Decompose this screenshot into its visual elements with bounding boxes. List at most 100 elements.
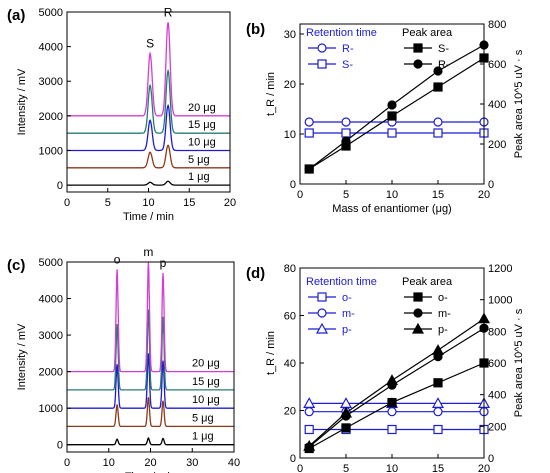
legend-entry: m-: [438, 308, 451, 320]
x-tick-label: 5: [343, 189, 349, 201]
y-tick-label-left: 0: [290, 453, 296, 465]
y-tick-label-right: 0: [488, 179, 494, 191]
y-tick-label-left: 20: [284, 406, 296, 418]
y-tick-label: 1000: [39, 403, 63, 415]
x-tick-label: 10: [103, 457, 115, 469]
data-point: [304, 164, 314, 174]
trace-1: [67, 397, 234, 428]
trace-label: 15 μg: [192, 376, 220, 388]
x-tick-label: 0: [64, 197, 70, 209]
y-tick-label: 4000: [39, 294, 63, 306]
data-point: [387, 128, 397, 138]
trace-0: [67, 180, 230, 186]
data-point: [433, 407, 443, 417]
trace-label: 10 μg: [192, 394, 220, 406]
y-tick-label-right: 200: [488, 421, 506, 433]
data-point: [431, 397, 445, 408]
data-point: [304, 117, 314, 127]
trace-label: 20 μg: [188, 102, 216, 114]
data-point: [433, 424, 443, 435]
trace-4: [67, 261, 234, 373]
legend-marker: [315, 322, 329, 334]
x-tick-label: 30: [186, 457, 198, 469]
data-point: [387, 111, 397, 121]
peak-label: m: [143, 245, 153, 259]
data-point: [433, 66, 443, 76]
y-tick-label: 3000: [39, 330, 63, 342]
trace-3: [67, 68, 230, 134]
y-axis-label-left: t_R / min: [265, 72, 277, 116]
y-tick-label-left: 20: [284, 79, 296, 91]
y-tick-label-right: 600: [488, 59, 506, 71]
peak-label: S: [146, 37, 154, 51]
panel-c: (c) 1 μg 5 μg 10 μg 15 μg 20 μg o mp 0 10 20 30 40 0 1…: [7, 245, 240, 473]
legend-marker: [411, 322, 425, 334]
data-point: [387, 424, 397, 435]
legend-marker: [413, 43, 423, 53]
y-tick-label-right: 800: [488, 19, 506, 31]
y-tick-label: 5000: [39, 7, 63, 19]
y-tick-label: 2000: [39, 111, 63, 123]
legend-entry: p-: [438, 324, 448, 336]
peak-label: p: [160, 256, 167, 270]
data-point: [341, 117, 351, 127]
trace-label: 5 μg: [192, 412, 214, 424]
trace-0: [67, 437, 234, 446]
y-axis-label-right: Peak area 10^5 uV · s: [513, 49, 525, 158]
data-point: [387, 407, 397, 417]
y-tick-label-right: 400: [488, 99, 506, 111]
legend-marker: [317, 308, 327, 318]
x-tick-label: 0: [297, 463, 303, 473]
y-tick-label-right: 400: [488, 390, 506, 402]
trace-1: [67, 144, 230, 169]
legend-entry: o-: [438, 292, 448, 304]
legend-entry: S-: [342, 59, 353, 71]
y-tick-label-left: 30: [284, 29, 296, 41]
panel-label: (b): [246, 21, 265, 38]
x-tick-label: 40: [228, 457, 240, 469]
data-point: [433, 128, 443, 138]
y-tick-label-right: 1000: [488, 295, 512, 307]
trace-4: [67, 22, 230, 117]
data-point: [385, 374, 399, 386]
legend-entry: o-: [342, 292, 352, 304]
panel-label: (a): [7, 7, 25, 24]
legend-marker: [317, 292, 327, 302]
trace-label: 1 μg: [188, 171, 210, 183]
series-line-2: [308, 57, 485, 170]
y-tick-label-right: 1200: [488, 263, 512, 275]
x-tick-label: 5: [105, 197, 111, 209]
x-axis-label: Time / min: [125, 471, 176, 473]
peak-label: o: [114, 252, 121, 266]
y-tick-label-left: 80: [284, 263, 296, 275]
x-tick-label: 0: [297, 189, 303, 201]
y-axis-label-right: Peak area 10^5 uV · s: [513, 308, 525, 417]
legend-marker: [413, 292, 423, 302]
legend-marker: [317, 43, 327, 53]
data-point: [341, 136, 351, 146]
x-tick-label: 5: [343, 463, 349, 473]
data-point: [341, 128, 351, 138]
legend-title-peak-area: Peak area: [402, 276, 453, 288]
data-point: [303, 397, 316, 408]
trace-2: [67, 353, 234, 409]
y-tick-label: 5000: [39, 257, 63, 269]
legend-title-peak-area: Peak area: [402, 27, 453, 39]
trace-label: 10 μg: [188, 136, 216, 148]
data-point: [341, 423, 351, 433]
y-tick-label-right: 600: [488, 358, 506, 370]
x-tick-label: 15: [432, 189, 444, 201]
y-axis-label-left: t_R / min: [265, 331, 277, 375]
legend-entry: p-: [342, 324, 352, 336]
y-tick-label: 0: [57, 180, 63, 192]
data-point: [433, 82, 443, 92]
y-tick-label-right: 200: [488, 139, 506, 151]
x-tick-label: 20: [224, 197, 236, 209]
data-point: [433, 117, 443, 127]
data-point: [387, 100, 397, 110]
legend-entry: R-: [342, 43, 354, 55]
y-tick-label-right: 0: [488, 453, 494, 465]
